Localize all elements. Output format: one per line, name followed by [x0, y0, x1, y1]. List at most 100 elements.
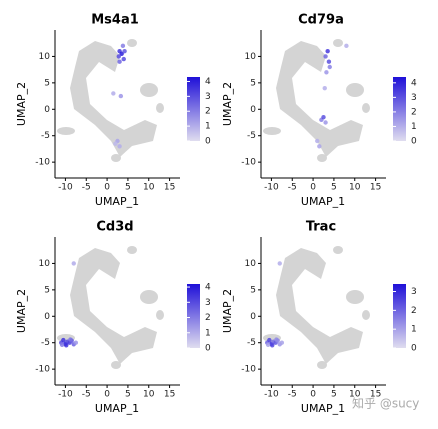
cell-point	[122, 48, 127, 54]
cell-point	[68, 337, 73, 342]
y-axis-label: UMAP_2	[15, 82, 28, 126]
cell-point	[117, 59, 122, 64]
panel-title: Cd79a	[298, 13, 344, 28]
y-tick-label: -10	[35, 158, 50, 168]
cell-point	[321, 115, 326, 120]
y-axis-label: UMAP_2	[15, 289, 28, 333]
y-tick-label: 5	[250, 285, 256, 295]
y-tick-label: 5	[250, 78, 256, 88]
y-tick-label: 0	[44, 105, 50, 115]
colorbar	[187, 77, 200, 141]
x-tick-label: 10	[143, 183, 155, 193]
cell-point	[327, 64, 332, 70]
cell-point	[59, 342, 65, 348]
colorbar-tick-label: 0	[411, 344, 417, 354]
y-tick-label: 0	[250, 312, 256, 322]
y-tick-label: 10	[245, 52, 257, 62]
cell-point	[325, 48, 330, 54]
x-tick-label: -10	[58, 183, 73, 193]
y-axis-label: UMAP_2	[221, 289, 234, 333]
colorbar-tick-label: 0	[205, 344, 211, 354]
y-tick-label: 10	[245, 259, 257, 269]
cell-point	[324, 70, 329, 75]
x-tick-label: 0	[310, 390, 316, 400]
colorbar-tick-label: 0	[411, 137, 417, 147]
x-tick-label: 10	[349, 390, 361, 400]
cell-point	[323, 54, 328, 59]
panel: Cd3d -10 -5 0 5 10 15 -10 -5 0 5 10 UMAP_1 UMAP_2 0 1 2 3…	[15, 220, 211, 416]
colorbar-tick-label: 2	[205, 107, 211, 117]
x-tick-label: -5	[82, 390, 91, 400]
cell-point	[73, 340, 79, 345]
cell-point	[118, 93, 124, 99]
x-axis-label: UMAP_1	[301, 402, 345, 415]
cell-point	[279, 340, 285, 345]
x-tick-label: 0	[104, 390, 110, 400]
cell-point	[71, 261, 76, 266]
cell-point	[274, 337, 279, 342]
colorbar	[393, 77, 406, 141]
cell-point	[120, 43, 126, 49]
panel-title: Ms4a1	[91, 13, 139, 28]
x-tick-label: 5	[331, 183, 337, 193]
y-tick-label: 5	[44, 285, 50, 295]
cell-point	[277, 261, 282, 266]
x-tick-label: -5	[288, 183, 297, 193]
x-tick-label: -10	[264, 183, 279, 193]
colorbar-tick-label: 2	[411, 306, 417, 316]
x-tick-label: -10	[58, 390, 73, 400]
colorbar-tick-label: 4	[205, 77, 211, 87]
cell-point	[323, 120, 328, 125]
x-axis-label: UMAP_1	[95, 195, 139, 208]
y-tick-label: 10	[39, 259, 51, 269]
cell-point	[61, 337, 66, 343]
colorbar-tick-label: 3	[205, 92, 211, 102]
watermark: 知乎 @sucy	[352, 397, 419, 411]
x-tick-label: 10	[349, 183, 361, 193]
y-axis-label: UMAP_2	[221, 82, 234, 126]
x-tick-label: -5	[288, 390, 297, 400]
x-tick-label: 15	[164, 390, 175, 400]
panel: Cd79a -10 -5 0 5 10 15 -10 -5 0 5 10 UMAP_1 UMAP_2 0 1 2…	[221, 13, 417, 209]
x-tick-label: -10	[264, 390, 279, 400]
colorbar	[187, 284, 200, 348]
x-tick-label: 10	[143, 390, 155, 400]
x-axis-label: UMAP_1	[301, 195, 345, 208]
colorbar-tick-label: 2	[411, 107, 417, 117]
y-tick-label: 0	[250, 105, 256, 115]
y-tick-label: 10	[39, 52, 51, 62]
x-tick-label: 15	[370, 183, 381, 193]
y-tick-label: -10	[241, 158, 256, 168]
colorbar-tick-label: 1	[205, 328, 211, 338]
colorbar-tick-label: 4	[205, 283, 211, 293]
cell-cloud	[57, 39, 164, 162]
cell-point	[267, 337, 272, 343]
y-tick-label: 5	[44, 78, 50, 88]
y-tick-label: -5	[41, 131, 50, 141]
cell-point	[344, 43, 349, 49]
colorbar-tick-label: 0	[205, 137, 211, 147]
colorbar-tick-label: 3	[411, 287, 417, 297]
colorbar-tick-label: 1	[411, 122, 417, 132]
colorbar-tick-label: 3	[411, 93, 417, 103]
cell-cloud	[263, 39, 370, 162]
cell-point	[265, 342, 271, 348]
colorbar-tick-label: 4	[411, 78, 417, 88]
colorbar-tick-label: 1	[205, 122, 211, 132]
cell-point	[121, 56, 126, 62]
colorbar-tick-label: 2	[205, 313, 211, 323]
x-tick-label: -5	[82, 183, 91, 193]
panel-title: Trac	[306, 220, 336, 235]
cell-point	[317, 144, 322, 149]
cell-point	[315, 138, 320, 144]
x-tick-label: 0	[104, 183, 110, 193]
colorbar-tick-label: 3	[205, 298, 211, 308]
cell-point	[119, 51, 124, 56]
cell-point	[116, 54, 121, 59]
colorbar	[393, 284, 406, 348]
cell-point	[113, 141, 118, 146]
cell-point	[322, 85, 327, 91]
cell-point	[270, 343, 275, 348]
x-tick-label: 5	[331, 390, 337, 400]
